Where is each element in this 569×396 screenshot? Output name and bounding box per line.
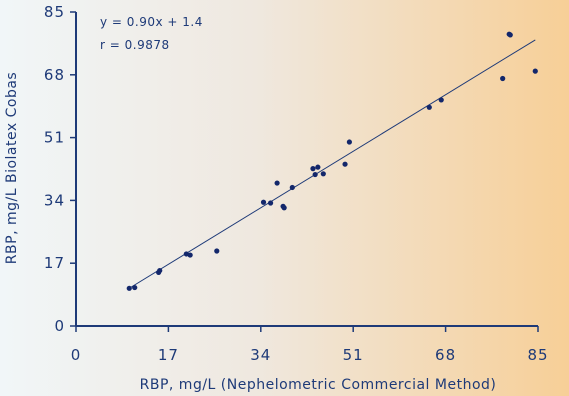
x-tick-label: 68 xyxy=(435,346,456,364)
regression-equation: y = 0.90x + 1.4 xyxy=(100,15,203,29)
data-point xyxy=(281,205,287,211)
y-tick-label: 68 xyxy=(44,66,65,84)
x-tick-label: 85 xyxy=(527,346,548,364)
data-point xyxy=(315,164,321,170)
x-tick-label: 51 xyxy=(343,346,364,364)
y-tick-label: 17 xyxy=(44,254,65,272)
y-tick-label: 51 xyxy=(44,129,65,147)
y-axis-title: RBP, mg/L Biolatex Cobas xyxy=(4,72,20,264)
data-point xyxy=(289,184,295,191)
data-point xyxy=(438,97,444,103)
data-point xyxy=(187,252,193,258)
data-point xyxy=(132,284,138,291)
data-points xyxy=(126,31,538,291)
data-point xyxy=(267,200,274,206)
correlation-coefficient: r = 0.9878 xyxy=(100,38,170,52)
data-point xyxy=(507,32,513,38)
data-point xyxy=(260,199,267,205)
axes: 0 17 34 51 68 85 0 17 34 51 68 85 xyxy=(44,3,548,364)
x-tick-label: 17 xyxy=(158,346,179,364)
x-tick-label: 0 xyxy=(71,346,82,364)
regression-line xyxy=(127,39,536,290)
y-tick-label: 0 xyxy=(54,317,65,335)
data-point xyxy=(312,171,318,178)
data-point xyxy=(342,161,348,167)
data-point xyxy=(126,285,132,291)
data-point xyxy=(274,180,280,186)
regression-line-group xyxy=(127,39,536,290)
data-point xyxy=(500,75,506,82)
data-point xyxy=(310,166,316,172)
data-point xyxy=(346,139,352,145)
data-point xyxy=(214,248,220,254)
data-point xyxy=(426,104,432,110)
y-tick-label: 34 xyxy=(44,191,65,209)
data-point xyxy=(320,171,326,177)
x-axis-title: RBP, mg/L (Nephelometric Commercial Meth… xyxy=(140,377,497,393)
y-tick-label: 85 xyxy=(44,3,65,21)
data-point xyxy=(157,267,163,274)
data-point xyxy=(532,68,538,74)
x-tick-label: 34 xyxy=(250,346,271,364)
